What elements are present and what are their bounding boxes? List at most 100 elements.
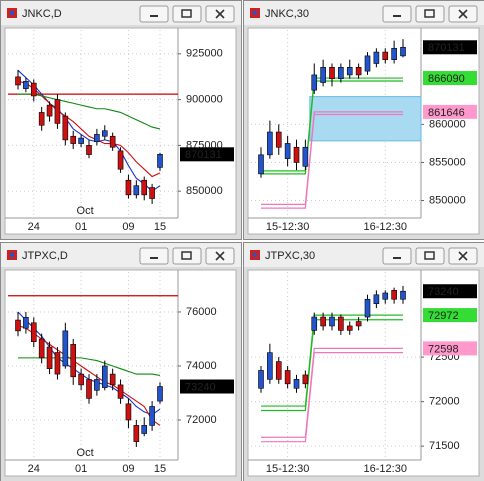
candle-body [109, 373, 116, 386]
candle-body [70, 135, 77, 144]
candle-body [302, 146, 309, 167]
close-icon [215, 9, 225, 19]
candle-body [23, 80, 29, 89]
candle-body [15, 319, 21, 332]
moving-average [18, 93, 161, 130]
candle-body [101, 130, 108, 137]
minimize-button[interactable] [139, 247, 169, 265]
candle-body [355, 67, 362, 76]
candle-body [382, 51, 389, 60]
candle-body [338, 67, 344, 80]
candle-body [373, 51, 380, 64]
price-tag-label: 72598 [428, 343, 459, 355]
level-step-line [261, 352, 403, 443]
candle-body [149, 406, 155, 426]
candle-body [311, 74, 318, 91]
chart-area [4, 27, 237, 235]
candle-body [364, 298, 371, 318]
y-tick-label: 71500 [429, 440, 460, 452]
candle-body [125, 403, 132, 421]
candle-body [94, 134, 100, 143]
minimize-button[interactable] [139, 5, 169, 23]
price-tag-label: 73240 [428, 286, 459, 298]
restore-button[interactable] [172, 247, 202, 265]
candle-body [284, 143, 291, 159]
candle-body [70, 344, 77, 378]
price-tag [180, 379, 234, 394]
minimize-icon [393, 15, 401, 17]
restore-icon [181, 9, 192, 18]
minimize-button[interactable] [382, 5, 412, 23]
restore-icon [424, 9, 435, 18]
close-icon [215, 251, 225, 261]
zone [309, 96, 422, 142]
y-tick-label: 855000 [429, 156, 466, 168]
close-icon [458, 251, 468, 261]
window-icon-inner [253, 253, 257, 257]
y-tick-label: 850000 [429, 194, 466, 206]
price-tag-label: 870131 [185, 149, 222, 161]
price-tag-label: 72972 [428, 310, 459, 322]
candle-body [78, 137, 84, 144]
candle-body [320, 316, 326, 327]
candle-body [391, 47, 397, 60]
candle-body [133, 185, 140, 196]
candle-body [54, 352, 61, 375]
window-icon-inner [10, 253, 14, 257]
x-tick-label: 09 [122, 221, 134, 233]
restore-button[interactable] [172, 5, 202, 23]
candle-body [355, 321, 362, 327]
candle-body [373, 294, 380, 304]
candle-body [46, 104, 53, 117]
y-tick-label: 72000 [186, 414, 217, 426]
candle-body [338, 316, 344, 331]
window-icon-inner [253, 11, 257, 15]
minimize-icon [150, 15, 158, 17]
candle-body [293, 146, 300, 163]
candle-body [141, 179, 148, 196]
window-title: JTPXC,D [22, 250, 68, 262]
candle-body [46, 346, 53, 369]
candle-body [400, 290, 406, 300]
restore-button[interactable] [415, 247, 445, 265]
candle-body [293, 379, 300, 389]
candle-body [23, 317, 29, 329]
y-tick-label: 74000 [186, 360, 217, 372]
chart-window: JNKC,30 850000 855000 860000 15-12:30 16-12:3… [243, 0, 484, 240]
price-tag [423, 284, 477, 299]
candle-body [78, 373, 84, 386]
x-tick-label: 15 [154, 463, 166, 475]
candle-body [284, 370, 291, 385]
candle-body [400, 46, 406, 57]
price-tag-label: 861646 [428, 107, 465, 119]
x-tick-label: 09 [122, 463, 134, 475]
level-step-line [261, 347, 403, 438]
restore-icon [181, 251, 192, 260]
candle-body [267, 131, 273, 156]
candle-body [258, 154, 264, 175]
restore-icon [424, 251, 435, 260]
candle-body [157, 386, 163, 402]
candle-body [320, 67, 326, 83]
level-step-line [261, 111, 403, 205]
minimize-button[interactable] [382, 247, 412, 265]
restore-button[interactable] [415, 5, 445, 23]
candle-body [311, 316, 318, 331]
candle-body [302, 374, 309, 385]
candle-body [133, 425, 140, 442]
close-icon [458, 9, 468, 19]
price-tag-label: 870131 [428, 42, 465, 54]
chart-window: JTPXC,D 72000 74000 76000 24 01 09 15 Oct 73240 [0, 242, 242, 481]
candle-body [149, 187, 155, 199]
price-tag [423, 104, 477, 119]
month-label: Oct [77, 447, 94, 459]
candle-body [267, 352, 273, 380]
candle-body [86, 379, 92, 399]
candle-body [125, 179, 132, 196]
y-tick-label: 76000 [186, 306, 217, 318]
price-tag [423, 341, 477, 356]
candle-body [101, 365, 108, 388]
candle-body [86, 145, 92, 155]
window-title: JNKC,30 [265, 8, 309, 20]
